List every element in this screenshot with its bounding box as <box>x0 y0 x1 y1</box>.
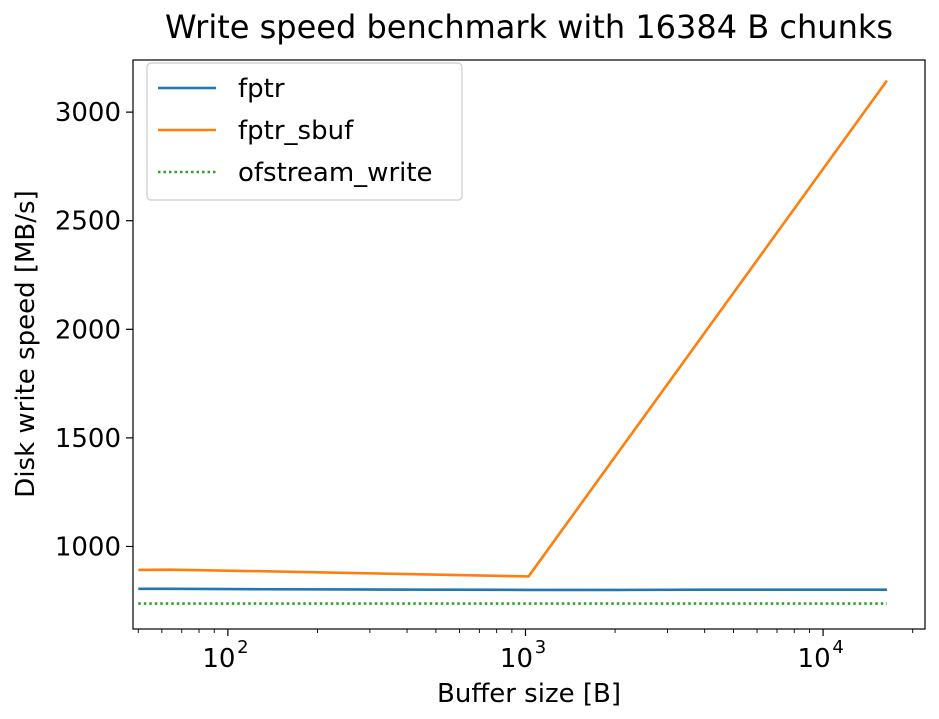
y-tick-label: 3000 <box>55 98 121 128</box>
x-tick-exponent: 2 <box>237 637 248 658</box>
legend-label: fptr <box>238 74 285 104</box>
legend: fptr fptr_sbuf ofstream_write <box>146 62 463 201</box>
y-axis-label: Disk write speed [MB/s] <box>11 190 41 497</box>
x-tick-exponent: 3 <box>535 637 546 658</box>
x-tick-label: 10 <box>500 644 533 674</box>
y-tick-label: 1500 <box>55 424 121 454</box>
x-axis-label: Buffer size [B] <box>437 679 621 709</box>
chart-title: Write speed benchmark with 16384 B chunk… <box>165 8 893 46</box>
y-tick-label: 2000 <box>55 315 121 345</box>
y-tick-label: 2500 <box>55 207 121 237</box>
legend-label: ofstream_write <box>238 158 433 188</box>
x-tick-label: 10 <box>202 644 235 674</box>
x-tick-label: 10 <box>798 644 831 674</box>
series-line-fptr-sbuf <box>138 79 888 578</box>
y-tick-label: 1000 <box>55 532 121 562</box>
axes-frame <box>132 59 926 630</box>
legend-label: fptr_sbuf <box>238 116 354 146</box>
series-line-fptr <box>138 587 887 592</box>
x-tick-exponent: 4 <box>832 637 843 658</box>
legend-box <box>146 62 463 201</box>
